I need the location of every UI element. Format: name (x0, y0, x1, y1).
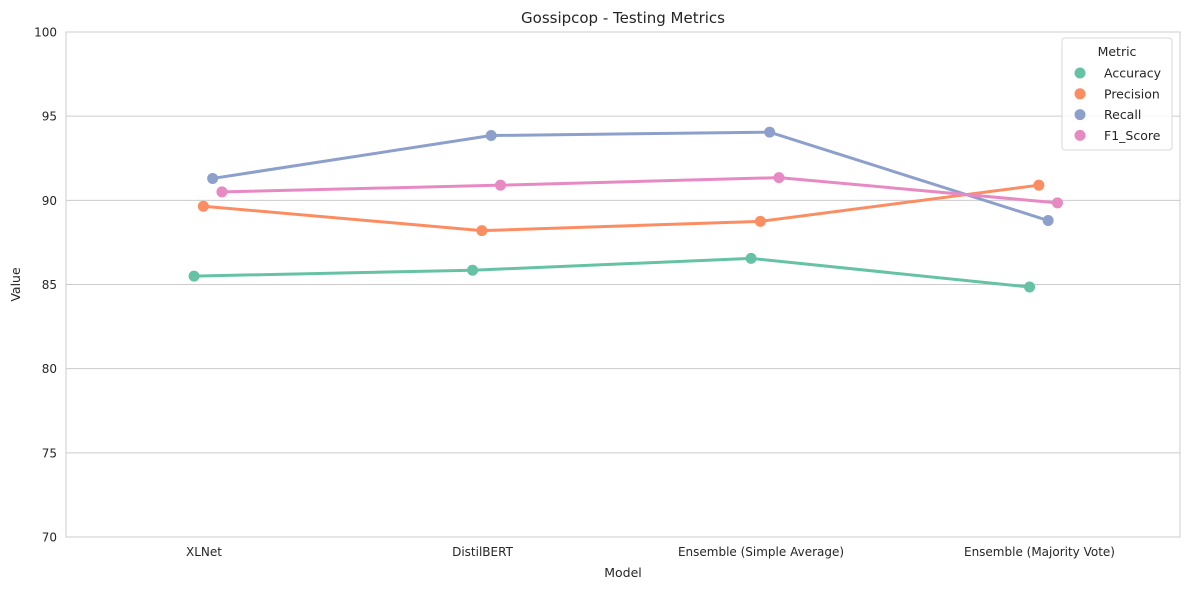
data-point (754, 215, 766, 227)
series-f1_score (216, 172, 1063, 209)
plot-frame (65, 31, 1181, 538)
x-tick-label: XLNet (186, 545, 222, 559)
legend-entry: Recall (1104, 107, 1141, 122)
data-point (197, 200, 209, 212)
data-point (1024, 281, 1036, 293)
y-axis: 70 75 80 85 90 95 100 (34, 26, 57, 545)
data-point (773, 172, 785, 184)
series-recall (207, 126, 1054, 227)
legend-entry: Accuracy (1104, 66, 1162, 81)
data-point (764, 126, 776, 138)
data-point (1042, 215, 1054, 227)
legend-entry: Precision (1104, 86, 1160, 101)
x-tick-label: Ensemble (Majority Vote) (964, 545, 1115, 559)
x-tick-label: DistilBERT (452, 545, 513, 559)
data-point (188, 270, 200, 282)
x-axis-label: Model (604, 565, 642, 580)
legend-marker (1074, 129, 1086, 141)
y-tick-label: 85 (42, 278, 57, 292)
data-point (476, 225, 488, 237)
data-point (216, 186, 228, 198)
data-point (1051, 197, 1063, 209)
legend-marker (1074, 88, 1086, 100)
y-tick-label: 100 (34, 26, 57, 40)
y-tick-label: 70 (42, 531, 57, 545)
series-accuracy (188, 252, 1036, 293)
legend-entry: F1_Score (1104, 128, 1161, 143)
series-line (220, 176, 1059, 205)
y-axis-label: Value (8, 267, 23, 302)
legend-marker (1074, 67, 1086, 79)
data-point (745, 252, 757, 264)
data-point (1033, 179, 1045, 191)
y-tick-label: 95 (42, 110, 57, 124)
chart-title: Gossipcop - Testing Metrics (521, 9, 725, 27)
legend: Metric Accuracy Precision Recall F1_Score (1061, 37, 1173, 151)
series-line (211, 130, 1050, 223)
y-tick-label: 90 (42, 194, 57, 208)
series-precision (197, 179, 1045, 237)
y-tick-label: 75 (42, 446, 57, 460)
legend-marker (1074, 109, 1086, 121)
legend-box (1061, 37, 1173, 151)
data-point (485, 130, 497, 142)
legend-title: Metric (1098, 44, 1137, 59)
y-tick-label: 80 (42, 362, 57, 376)
data-point (494, 179, 506, 191)
x-tick-label: Ensemble (Simple Average) (678, 545, 844, 559)
series-group (188, 126, 1063, 293)
series-line (192, 256, 1032, 289)
series-line (201, 183, 1041, 233)
x-axis: XLNet DistilBERT Ensemble (Simple Average)… (186, 545, 1115, 559)
data-point (467, 264, 479, 276)
data-point (207, 172, 219, 184)
